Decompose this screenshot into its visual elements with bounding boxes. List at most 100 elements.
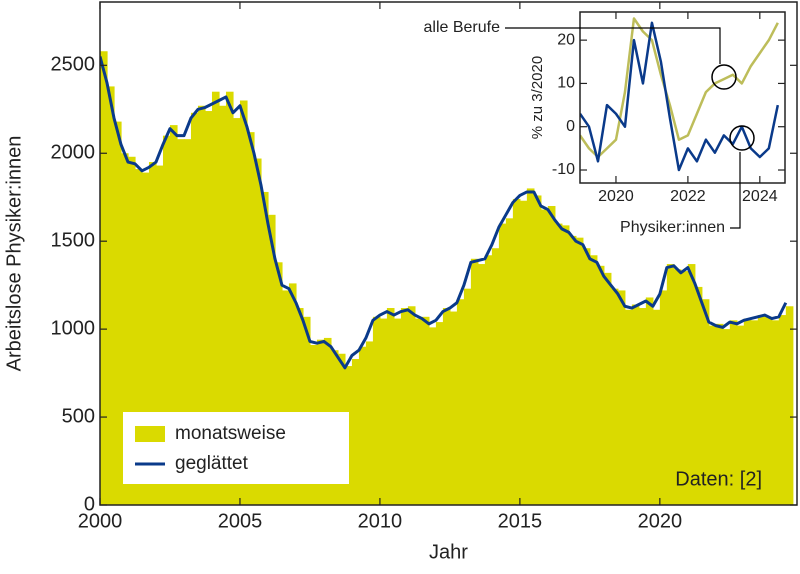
bar [568, 235, 577, 505]
bar [295, 308, 304, 505]
bar [470, 258, 479, 505]
leader-line [505, 27, 721, 64]
bar [722, 329, 731, 505]
bar [155, 165, 164, 505]
bar [519, 200, 528, 505]
bar [561, 225, 570, 505]
plot-bg [580, 12, 785, 183]
bar [232, 118, 241, 505]
bar [582, 248, 591, 505]
bar [407, 306, 416, 505]
inset-annotations: alle Berufe Physiker:innen [424, 19, 755, 236]
bar [435, 322, 444, 505]
bar [400, 308, 409, 505]
x-tick-label: 2020 [638, 510, 683, 532]
bar [771, 320, 780, 505]
x-tick-label: 2024 [742, 188, 778, 205]
bar [610, 288, 619, 505]
bar [141, 172, 150, 505]
bar [757, 315, 766, 505]
x-axis-label: Jahr [429, 541, 468, 563]
bar [743, 318, 752, 505]
bar [750, 320, 759, 505]
bar [631, 304, 640, 505]
y-tick-label: 0 [84, 493, 95, 515]
legend-label: monatsweise [175, 423, 286, 444]
bar [414, 318, 423, 505]
plot: 2020 2022 2024 -10 0 10 20 % zu 3/2020 [529, 11, 786, 205]
bar [120, 153, 129, 505]
highlight-circle [711, 64, 737, 90]
y-tick-label: -10 [552, 161, 575, 178]
bar [246, 132, 255, 505]
bar [708, 325, 717, 505]
x-tick-label: 2000 [78, 510, 123, 532]
bar [694, 286, 703, 505]
bar [218, 105, 227, 505]
bar [358, 346, 367, 505]
bar [645, 297, 654, 505]
bar [253, 158, 262, 505]
bar [148, 162, 157, 505]
highlight-circle [729, 125, 755, 151]
bar [498, 223, 507, 505]
y-axis-label: Arbeitslose Physiker:innen [3, 136, 25, 372]
legend: monatsweise geglättet [123, 412, 349, 484]
bar [596, 265, 605, 505]
bar [533, 195, 542, 505]
bar [463, 288, 472, 505]
y-tick-label: 0 [566, 118, 575, 135]
bar [764, 316, 773, 505]
legend-box [123, 412, 349, 484]
bar [589, 255, 598, 505]
bar [729, 320, 738, 505]
bar [449, 311, 458, 505]
bar [526, 188, 535, 505]
y-tick-label: 2500 [51, 54, 96, 76]
bar [659, 290, 668, 505]
bar [351, 359, 360, 505]
bar [100, 51, 108, 505]
bar [617, 290, 626, 505]
plot-frame [99, 1, 798, 506]
bar [225, 91, 234, 505]
bar [701, 299, 710, 505]
bar [190, 112, 199, 505]
bar [211, 91, 220, 505]
bar [197, 105, 206, 505]
x-tick-label: 2015 [498, 510, 543, 532]
bar [785, 306, 794, 505]
bar [162, 135, 171, 505]
x-tick-label: 2022 [670, 188, 706, 205]
bar [666, 264, 675, 505]
bar [547, 206, 556, 505]
bar [638, 308, 647, 505]
leader-line [730, 152, 741, 229]
bar [687, 264, 696, 505]
bar [540, 209, 549, 505]
bar [281, 290, 290, 505]
bar [379, 318, 388, 505]
bar [477, 264, 486, 505]
bar [673, 269, 682, 505]
line [580, 21, 780, 172]
bar [169, 125, 178, 505]
bar [505, 218, 514, 505]
bar [778, 315, 787, 505]
annotation: Daten: [2] [675, 468, 762, 490]
plot-frame [579, 11, 786, 184]
bar [624, 309, 633, 505]
y-tick-label: 2000 [51, 142, 96, 164]
bar [456, 299, 465, 505]
bar [372, 316, 381, 505]
x-tick-label: 2010 [358, 510, 403, 532]
bar [260, 191, 269, 505]
bar [127, 156, 136, 505]
bar [442, 308, 451, 505]
bar [183, 139, 192, 505]
y-tick-label: 10 [557, 75, 575, 92]
bar [302, 316, 311, 505]
bar [512, 198, 521, 505]
bar [603, 272, 612, 505]
